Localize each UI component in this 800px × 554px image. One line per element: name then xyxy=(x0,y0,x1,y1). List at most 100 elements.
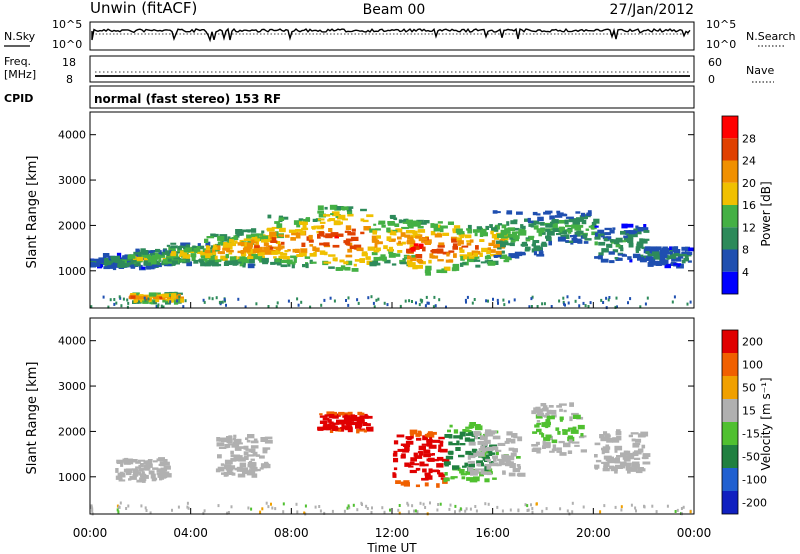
power-cell xyxy=(415,254,423,259)
power-noise-cell xyxy=(329,296,332,300)
power-cell xyxy=(162,259,169,264)
velocity-cell xyxy=(567,450,573,454)
power-cell xyxy=(298,218,304,221)
power-noise-cell xyxy=(434,304,437,308)
power-cell xyxy=(681,251,687,256)
velocity-cell xyxy=(328,414,335,419)
power-cell xyxy=(620,247,624,252)
power-noise-cell xyxy=(492,297,494,301)
power-noise-cell xyxy=(513,298,516,302)
velocity-cell xyxy=(465,450,472,455)
velocity-noise-cell xyxy=(458,509,461,513)
power-cell xyxy=(618,245,624,249)
power-cell xyxy=(312,246,317,251)
velocity-noise-cell xyxy=(125,507,128,510)
power-noise-cell xyxy=(162,305,165,309)
velocity-cell xyxy=(132,474,137,478)
velocity-cell xyxy=(580,433,584,437)
velocity-cell xyxy=(492,457,497,462)
velocity-cell xyxy=(606,437,613,443)
velocity-noise-cell xyxy=(439,502,442,506)
colorbar-tick-label: 8 xyxy=(742,244,749,257)
velocity-noise-cell xyxy=(526,509,529,512)
power-cell xyxy=(512,235,520,239)
velocity-noise-cell xyxy=(545,507,548,511)
power-cell xyxy=(439,227,444,233)
power-noise-cell xyxy=(383,301,386,305)
power-cell xyxy=(309,244,314,247)
velocity-cell xyxy=(477,431,481,434)
power-cell xyxy=(487,247,491,251)
power-cell xyxy=(514,227,520,231)
power-cell xyxy=(570,235,578,238)
power-cell xyxy=(611,241,616,244)
power-cell xyxy=(497,223,503,226)
power-cell xyxy=(347,210,353,215)
power-cell xyxy=(453,253,457,258)
power-cell xyxy=(464,234,472,239)
power-cell xyxy=(135,296,144,300)
power-cell xyxy=(240,252,247,257)
velocity-cell xyxy=(481,447,487,453)
power-noise-cell xyxy=(90,305,93,309)
power-cell xyxy=(487,261,495,266)
velocity-noise-cell xyxy=(127,504,130,508)
power-cell xyxy=(437,259,444,262)
power-cell xyxy=(160,253,165,258)
velocity-cell xyxy=(342,425,350,430)
power-cell xyxy=(457,240,464,245)
colorbar-tick-label: 12 xyxy=(742,221,756,234)
velocity-noise-cell xyxy=(454,510,456,514)
velocity-noise-cell xyxy=(465,507,468,511)
power-cell xyxy=(153,300,157,304)
power-cell xyxy=(148,292,157,297)
power-cell xyxy=(217,251,225,254)
x-tick-label: 12:00 xyxy=(375,526,410,540)
velocity-cell xyxy=(517,466,521,470)
power-cell xyxy=(330,213,334,216)
velocity-noise-cell xyxy=(643,504,645,508)
velocity-cell xyxy=(444,472,448,476)
velocity-cell xyxy=(625,466,632,471)
power-noise-cell xyxy=(377,297,380,301)
power-cell xyxy=(403,254,410,257)
power-noise-cell xyxy=(503,303,506,307)
velocity-cell xyxy=(459,435,463,440)
velocity-cell xyxy=(245,437,249,440)
power-cell xyxy=(116,252,122,258)
velocity-cell xyxy=(408,465,414,468)
velocity-noise-cell xyxy=(144,506,147,510)
power-cell xyxy=(151,264,157,268)
power-cell xyxy=(185,244,190,247)
power-cell xyxy=(136,256,144,262)
power-cell xyxy=(615,244,621,248)
power-cell xyxy=(206,236,215,239)
velocity-cell xyxy=(474,434,479,440)
velocity-cell xyxy=(347,411,353,416)
velocity-cell xyxy=(404,446,410,451)
power-cell xyxy=(347,213,354,217)
power-cell xyxy=(490,230,494,235)
power-cell xyxy=(623,230,631,233)
velocity-cell xyxy=(486,446,494,452)
velocity-cell xyxy=(634,457,641,460)
velocity-cell xyxy=(539,432,543,435)
velocity-cell xyxy=(545,445,551,449)
power-cell xyxy=(556,210,561,214)
power-cell xyxy=(346,207,352,212)
power-panel-bg xyxy=(90,112,694,308)
power-cell xyxy=(407,236,413,240)
power-cell xyxy=(235,259,242,264)
power-cell xyxy=(323,251,328,256)
power-cell xyxy=(552,223,558,229)
velocity-cell xyxy=(494,449,502,452)
velocity-cell xyxy=(483,436,488,440)
velocity-cell xyxy=(359,415,363,418)
velocity-cell xyxy=(476,463,481,467)
power-cell xyxy=(202,248,206,252)
power-cell xyxy=(653,254,662,258)
power-cell xyxy=(543,211,551,215)
velocity-cell xyxy=(156,458,164,462)
noise-right-label: N.Search xyxy=(746,30,796,43)
power-cell xyxy=(360,208,367,212)
